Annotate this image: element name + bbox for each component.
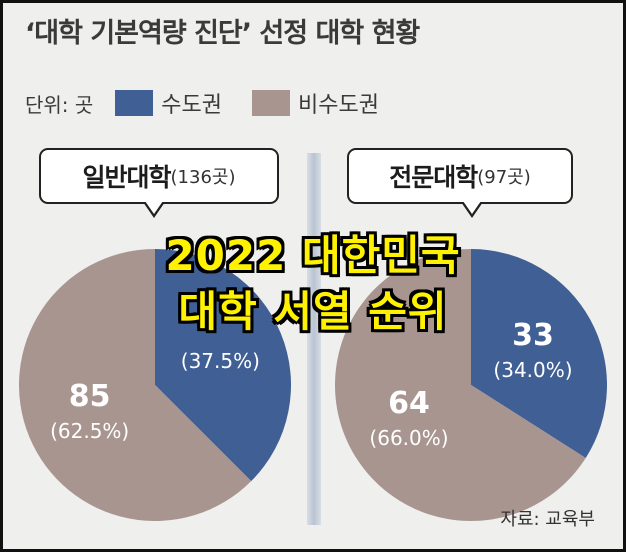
legend-label-nonmetro: 비수도권 <box>298 93 379 118</box>
legend-label-metro: 수도권 <box>161 93 223 118</box>
chart-title: ‘대학 기본역량 진단’ 선정 대학 현황 <box>25 18 420 49</box>
pie-charts: (37.5%) 85 (62.5%) 33 (34.0%) 64 (66.0%) <box>19 249 607 521</box>
college-percent-label-1: (66.0%) <box>369 426 448 450</box>
legend: 단위: 곳 수도권 비수도권 <box>25 87 409 119</box>
college-title: 전문대학 <box>389 163 478 192</box>
legend-swatch-nonmetro <box>252 90 291 116</box>
overlay-line-1: 2022 대한민국 <box>165 231 461 280</box>
general-value-label-1: 85 <box>69 379 111 414</box>
general-percent-label-1: (62.5%) <box>50 419 129 443</box>
college-count: (97곳) <box>477 167 531 188</box>
overlay-line-2: 대학 서열 순위 <box>178 287 448 336</box>
source-note: 자료: 교육부 <box>500 509 595 530</box>
legend-swatch-metro <box>115 90 154 116</box>
bubble-college-tail-fill <box>463 201 481 214</box>
college-percent-label-0: (34.0%) <box>493 358 572 382</box>
general-slice-metro <box>155 249 291 482</box>
college-slice-nonmetro <box>335 249 586 521</box>
center-divider <box>307 153 321 525</box>
bubble-college: 전문대학 (97곳) <box>347 148 573 204</box>
general-slice-nonmetro <box>19 249 252 521</box>
bubble-general-tail-fill <box>145 201 163 214</box>
unit-label: 단위: 곳 <box>25 92 94 117</box>
college-value-label-1: 64 <box>388 386 430 421</box>
general-title: 일반대학 <box>82 163 172 192</box>
college-value-label-0: 33 <box>512 318 554 353</box>
general-count: (136곳) <box>170 167 236 188</box>
general-percent-label-0: (37.5%) <box>181 349 260 373</box>
college-slice-metro <box>471 249 607 459</box>
bubble-general: 일반대학 (136곳) <box>39 148 279 204</box>
